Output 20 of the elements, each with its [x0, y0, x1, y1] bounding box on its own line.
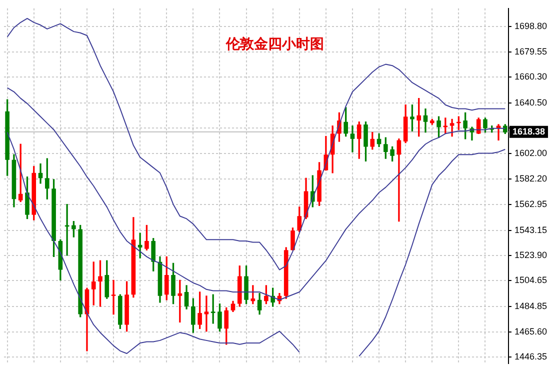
candlestick: [111, 280, 116, 315]
text: 伦敦金四小时图: [225, 36, 324, 53]
y-tick-label: 1523.90: [514, 250, 548, 260]
y-tick-label: 1484.85: [514, 301, 548, 312]
y-tick-label: 1446.35: [514, 351, 548, 362]
y-tick-label: 1465.60: [514, 326, 548, 336]
y-tick-label: 1504.65: [514, 275, 548, 286]
ref-line-label: 1618.38: [512, 126, 546, 136]
candlestick: [450, 118, 454, 137]
y-tick-label: 1582.20: [514, 174, 548, 184]
candlestick: [204, 296, 209, 332]
y-tick-label: 1698.80: [514, 21, 548, 32]
y-tick-label: 1660.30: [514, 71, 548, 82]
candlestick: [350, 125, 355, 152]
y-tick-label: 1640.50: [514, 97, 548, 108]
y-tick-label: 1602.00: [514, 148, 548, 158]
candlestick: [396, 138, 402, 222]
y-tick-label: 1562.95: [514, 198, 548, 209]
y-tick-label: 1679.55: [514, 46, 548, 56]
y-tick-label: 1543.15: [514, 224, 548, 235]
